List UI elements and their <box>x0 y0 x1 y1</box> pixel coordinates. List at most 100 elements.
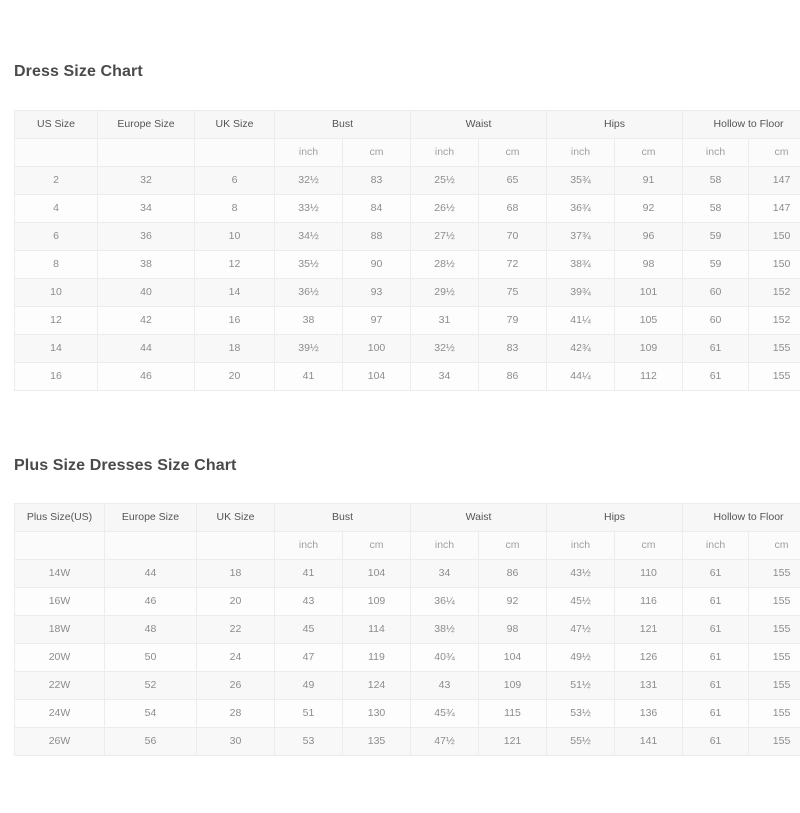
dress-cell-r7-c0: 16 <box>15 362 98 390</box>
dress-cell-r5-c0: 12 <box>15 306 98 334</box>
dress-cell-r1-c1: 34 <box>98 194 195 222</box>
plus-cell-r6-c10: 155 <box>749 728 800 756</box>
plus-cell-r5-c4: 130 <box>343 700 411 728</box>
plus-cell-r5-c8: 136 <box>615 700 683 728</box>
plus-cell-r1-c4: 109 <box>343 588 411 616</box>
plus-cell-r4-c3: 49 <box>275 672 343 700</box>
dress-unit-header-5: inch <box>411 138 479 166</box>
dress-cell-r7-c4: 104 <box>343 362 411 390</box>
plus-cell-r5-c9: 61 <box>683 700 749 728</box>
plus-group-header-waist: Waist <box>411 504 547 532</box>
dress-cell-r2-c1: 36 <box>98 222 195 250</box>
dress-cell-r4-c0: 10 <box>15 278 98 306</box>
dress-group-header-hips: Hips <box>547 110 683 138</box>
plus-cell-r3-c0: 20W <box>15 644 105 672</box>
plus-group-header-plus-size-us: Plus Size(US) <box>15 504 105 532</box>
dress-cell-r7-c3: 41 <box>275 362 343 390</box>
dress-cell-r0-c1: 32 <box>98 166 195 194</box>
plus-cell-r2-c5: 38½ <box>411 616 479 644</box>
plus-cell-r2-c6: 98 <box>479 616 547 644</box>
dress-cell-r3-c1: 38 <box>98 250 195 278</box>
plus-unit-header-2 <box>197 532 275 560</box>
plus-cell-r1-c0: 16W <box>15 588 105 616</box>
plus-cell-r0-c7: 43½ <box>547 560 615 588</box>
plus-cell-r6-c4: 135 <box>343 728 411 756</box>
dress-cell-r4-c2: 14 <box>195 278 275 306</box>
plus-unit-header-8: cm <box>615 532 683 560</box>
dress-unit-header-6: cm <box>479 138 547 166</box>
plus-cell-r1-c8: 116 <box>615 588 683 616</box>
dress-cell-r1-c10: 147 <box>749 194 800 222</box>
plus-cell-r1-c6: 92 <box>479 588 547 616</box>
dress-unit-header-10: cm <box>749 138 800 166</box>
plus-cell-r0-c10: 155 <box>749 560 800 588</box>
plus-cell-r4-c7: 51½ <box>547 672 615 700</box>
dress-cell-r1-c0: 4 <box>15 194 98 222</box>
plus-cell-r5-c3: 51 <box>275 700 343 728</box>
plus-cell-r5-c1: 54 <box>105 700 197 728</box>
plus-cell-r0-c4: 104 <box>343 560 411 588</box>
dress-group-header-uk-size: UK Size <box>195 110 275 138</box>
dress-cell-r2-c4: 88 <box>343 222 411 250</box>
dress-unit-header-1 <box>98 138 195 166</box>
dress-cell-r3-c7: 38¾ <box>547 250 615 278</box>
dress-cell-r2-c0: 6 <box>15 222 98 250</box>
dress-cell-r4-c3: 36½ <box>275 278 343 306</box>
plus-group-header-europe-size: Europe Size <box>105 504 197 532</box>
plus-unit-header-3: inch <box>275 532 343 560</box>
page-title-dress-size-chart: Dress Size Chart <box>14 13 786 96</box>
plus-cell-r6-c8: 141 <box>615 728 683 756</box>
plus-cell-r4-c4: 124 <box>343 672 411 700</box>
dress-unit-header-4: cm <box>343 138 411 166</box>
dress-cell-r1-c7: 36¾ <box>547 194 615 222</box>
dress-cell-r1-c9: 58 <box>683 194 749 222</box>
plus-cell-r3-c7: 49½ <box>547 644 615 672</box>
dress-cell-r0-c9: 58 <box>683 166 749 194</box>
dress-cell-r7-c6: 86 <box>479 362 547 390</box>
plus-cell-r0-c1: 44 <box>105 560 197 588</box>
dress-cell-r4-c1: 40 <box>98 278 195 306</box>
plus-cell-r3-c10: 155 <box>749 644 800 672</box>
dress-cell-r4-c8: 101 <box>615 278 683 306</box>
plus-cell-r2-c4: 114 <box>343 616 411 644</box>
dress-cell-r5-c8: 105 <box>615 306 683 334</box>
plus-cell-r2-c9: 61 <box>683 616 749 644</box>
dress-cell-r0-c6: 65 <box>479 166 547 194</box>
plus-cell-r1-c7: 45½ <box>547 588 615 616</box>
dress-cell-r0-c10: 147 <box>749 166 800 194</box>
dress-cell-r5-c4: 97 <box>343 306 411 334</box>
dress-cell-r7-c10: 155 <box>749 362 800 390</box>
dress-cell-r6-c3: 39½ <box>275 334 343 362</box>
plus-cell-r2-c0: 18W <box>15 616 105 644</box>
dress-group-header-europe-size: Europe Size <box>98 110 195 138</box>
plus-cell-r6-c2: 30 <box>197 728 275 756</box>
plus-cell-r0-c5: 34 <box>411 560 479 588</box>
dress-cell-r5-c9: 60 <box>683 306 749 334</box>
dress-cell-r1-c3: 33½ <box>275 194 343 222</box>
plus-unit-header-10: cm <box>749 532 800 560</box>
plus-cell-r3-c9: 61 <box>683 644 749 672</box>
plus-cell-r3-c5: 40¾ <box>411 644 479 672</box>
plus-cell-r3-c8: 126 <box>615 644 683 672</box>
plus-cell-r1-c1: 46 <box>105 588 197 616</box>
dress-cell-r6-c0: 14 <box>15 334 98 362</box>
dress-cell-r4-c5: 29½ <box>411 278 479 306</box>
plus-cell-r3-c3: 47 <box>275 644 343 672</box>
dress-cell-r6-c1: 44 <box>98 334 195 362</box>
plus-cell-r0-c0: 14W <box>15 560 105 588</box>
plus-cell-r0-c9: 61 <box>683 560 749 588</box>
dress-cell-r5-c3: 38 <box>275 306 343 334</box>
dress-cell-r6-c2: 18 <box>195 334 275 362</box>
